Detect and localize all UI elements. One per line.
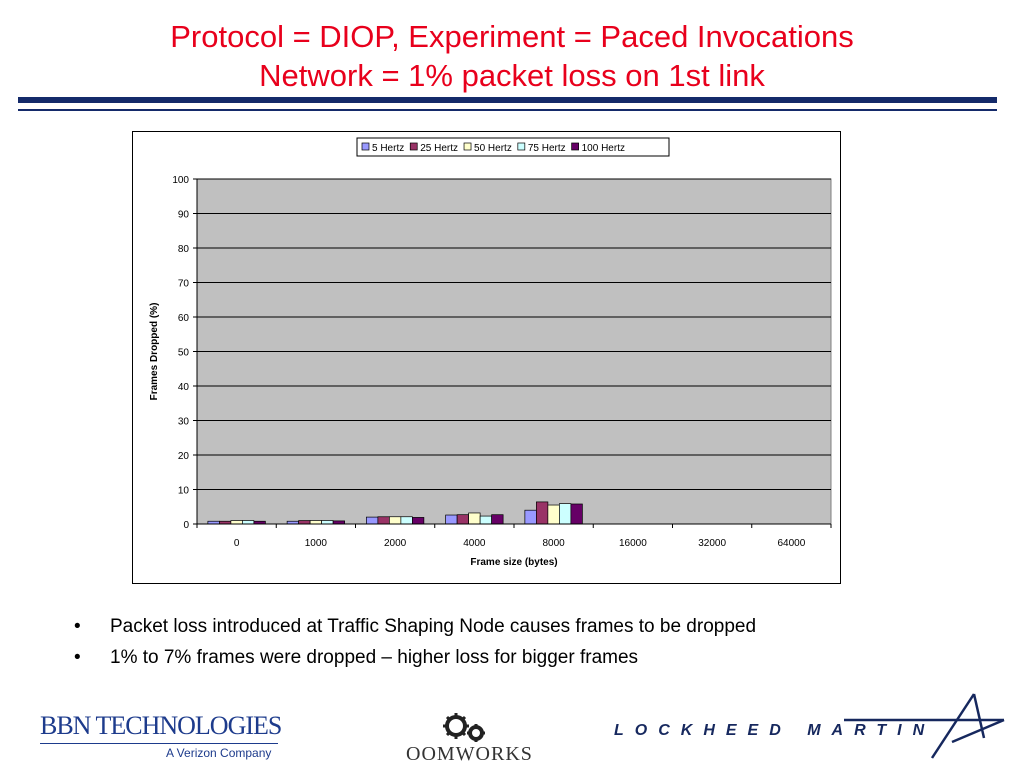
y-tick-label: 70 (178, 279, 190, 290)
title-rule-thin (18, 109, 997, 111)
bar (468, 512, 481, 525)
bar (456, 514, 469, 525)
y-tick-label: 10 (178, 486, 190, 497)
bullet-item: • 1% to 7% frames were dropped – higher … (74, 645, 756, 676)
lockheed-martin-logo: LOCKHEED MARTIN (612, 690, 1012, 765)
x-tick-label: 2000 (384, 538, 407, 549)
y-tick-label: 40 (178, 382, 190, 393)
legend-swatch (517, 142, 526, 151)
bar (570, 503, 583, 525)
bar (377, 516, 390, 525)
title-rule-thick (18, 97, 997, 103)
legend-box (356, 137, 670, 157)
bar (389, 516, 402, 525)
bbn-logo: BBN TECHNOLOGIES A Verizon Company (40, 712, 285, 764)
bar (242, 520, 255, 525)
lockheed-martin-logo-name: LOCKHEED MARTIN (614, 722, 936, 739)
oomworks-logo: OOMWORKS (404, 710, 549, 766)
bar (400, 516, 413, 525)
bar (298, 520, 311, 525)
bar (547, 504, 560, 525)
bullet-text: Packet loss introduced at Traffic Shapin… (110, 616, 757, 637)
y-tick-label: 90 (178, 210, 190, 221)
legend-swatch (361, 142, 370, 151)
legend-label: 75 Hertz (528, 143, 566, 154)
bullet-item: • Packet loss introduced at Traffic Shap… (74, 614, 756, 645)
y-tick-label: 50 (178, 348, 190, 359)
legend-label: 100 Hertz (582, 143, 625, 154)
bbn-logo-subtitle: A Verizon Company (166, 746, 272, 760)
bullet-list: • Packet loss introduced at Traffic Shap… (74, 614, 756, 676)
bar (321, 520, 334, 525)
x-tick-label: 16000 (619, 538, 647, 549)
bbn-logo-underline (40, 743, 278, 744)
bar (536, 501, 549, 525)
legend-swatch (463, 142, 472, 151)
x-tick-label: 64000 (777, 538, 805, 549)
y-tick-label: 80 (178, 244, 190, 255)
bar (445, 514, 458, 525)
slide-title-line1: Protocol = DIOP, Experiment = Paced Invo… (170, 19, 854, 54)
x-axis-title: Frame size (bytes) (470, 557, 557, 568)
bar (412, 517, 425, 525)
lockheed-star-icon (844, 693, 1005, 759)
oomworks-logo-name: OOMWORKS (406, 743, 533, 765)
legend-label: 5 Hertz (372, 143, 404, 154)
bar (491, 514, 504, 525)
bullet-glyph: • (74, 647, 81, 668)
x-tick-label: 4000 (463, 538, 486, 549)
y-tick-label: 0 (183, 520, 189, 531)
x-tick-label: 32000 (698, 538, 726, 549)
x-tick-label: 8000 (543, 538, 566, 549)
legend-label: 25 Hertz (420, 143, 458, 154)
bar (524, 509, 537, 525)
y-tick-label: 30 (178, 417, 190, 428)
bbn-logo-name: BBN TECHNOLOGIES (40, 711, 282, 740)
gears-icon (443, 713, 485, 742)
y-axis-title: Frames Dropped (%) (149, 303, 160, 401)
y-tick-label: 100 (172, 175, 189, 186)
chart-container: 0 10 20 30 40 50 60 70 80 90 100 0 1000 2000 4000 8000 1… (132, 131, 841, 584)
legend-swatch (571, 142, 579, 151)
slide-title-line2: Network = 1% packet loss on 1st link (259, 58, 765, 93)
bullet-text: 1% to 7% frames were dropped – higher lo… (110, 647, 639, 668)
bar (559, 503, 572, 525)
bar (366, 516, 379, 525)
legend-swatch (409, 142, 418, 151)
x-tick-label: 1000 (305, 538, 328, 549)
bullet-glyph: • (74, 616, 81, 637)
legend-label: 50 Hertz (474, 143, 512, 154)
bar (230, 520, 243, 525)
bar (309, 520, 322, 525)
x-tick-label: 0 (234, 538, 240, 549)
y-tick-label: 60 (178, 313, 190, 324)
y-tick-label: 20 (178, 451, 190, 462)
bar (479, 515, 492, 525)
